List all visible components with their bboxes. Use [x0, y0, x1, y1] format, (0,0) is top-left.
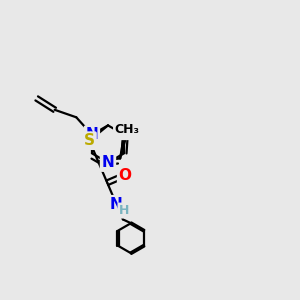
Text: N: N	[102, 155, 114, 170]
Text: N: N	[85, 127, 98, 142]
Text: N: N	[110, 197, 123, 212]
Text: CH₃: CH₃	[115, 123, 140, 136]
Text: O: O	[119, 168, 132, 183]
Text: S: S	[84, 133, 95, 148]
Text: O: O	[119, 123, 132, 138]
Text: H: H	[119, 204, 129, 217]
